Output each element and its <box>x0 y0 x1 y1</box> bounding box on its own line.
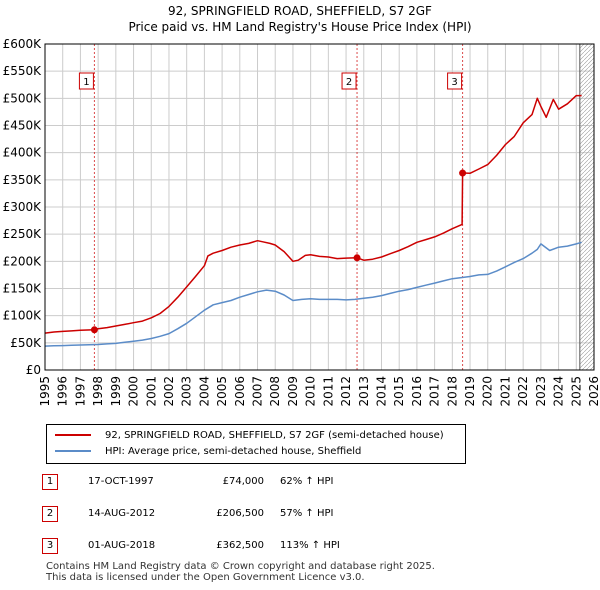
x-tick-label: 2009 <box>286 376 300 407</box>
legend-label-hpi: HPI: Average price, semi-detached house,… <box>105 446 362 457</box>
footer: Contains HM Land Registry data © Crown c… <box>46 561 435 583</box>
sale-hpi-change: 57% ↑ HPI <box>280 508 334 519</box>
sale-hpi-change: 113% ↑ HPI <box>280 540 340 551</box>
x-tick-label: 2022 <box>516 376 530 407</box>
x-tick-label: 2002 <box>162 376 176 407</box>
sale-marker-box <box>78 72 94 90</box>
sale-marker-label: 3 <box>451 77 457 88</box>
x-tick-label: 2021 <box>498 376 512 407</box>
y-tick-label: £300K <box>3 200 43 214</box>
x-tick-label: 2000 <box>127 376 141 407</box>
x-tick-label: 2003 <box>180 376 194 407</box>
x-tick-label: 2012 <box>339 376 353 407</box>
x-tick-label: 2005 <box>215 376 229 407</box>
x-tick-label: 2001 <box>144 376 158 407</box>
x-tick-label: 2015 <box>392 376 406 407</box>
x-tick-label: 2007 <box>251 376 265 407</box>
sale-date: 01-AUG-2018 <box>88 540 156 551</box>
sale-number: 3 <box>42 538 58 554</box>
property-price-line <box>44 94 582 334</box>
sale-point <box>459 169 467 177</box>
legend-swatch-hpi <box>55 450 91 452</box>
price-chart: 1 2 3 £0 £50K £100K £150K £200K £250K £300K £350K… <box>3 37 600 407</box>
y-tick-label: £250K <box>3 227 43 241</box>
x-tick-label: 2019 <box>463 376 477 407</box>
x-tick-label: 2006 <box>233 376 247 407</box>
sale-point <box>90 326 98 334</box>
legend-item-hpi: HPI: Average price, semi-detached house,… <box>55 445 361 459</box>
x-tick-label: 2026 <box>587 376 600 407</box>
x-tick-label: 1999 <box>109 376 123 407</box>
x-tick-label: 2010 <box>304 376 318 407</box>
hpi-line <box>44 241 582 347</box>
x-tick-label: 2016 <box>410 376 424 407</box>
legend: 92, SPRINGFIELD ROAD, SHEFFIELD, S7 2GF … <box>46 424 466 464</box>
sale-marker-box <box>341 72 357 90</box>
sale-point <box>353 254 361 262</box>
x-tick-label: 2014 <box>374 376 388 407</box>
sale-number: 1 <box>42 474 58 490</box>
sale-price: £362,500 <box>216 540 264 551</box>
sale-price: £74,000 <box>222 476 264 487</box>
y-tick-label: £500K <box>3 91 43 105</box>
y-tick-label: £450K <box>3 119 43 133</box>
x-tick-label: 1998 <box>91 376 105 407</box>
sale-price: £206,500 <box>216 508 264 519</box>
y-tick-label: £0 <box>26 363 41 377</box>
legend-swatch-property <box>55 434 91 436</box>
footer-copyright: Contains HM Land Registry data © Crown c… <box>46 561 435 572</box>
x-tick-label: 2013 <box>357 376 371 407</box>
x-tick-label: 2025 <box>569 376 583 407</box>
x-tick-label: 2011 <box>321 376 335 407</box>
x-tick-label: 2004 <box>197 376 211 407</box>
y-tick-label: £50K <box>10 336 42 350</box>
legend-item-property: 92, SPRINGFIELD ROAD, SHEFFIELD, S7 2GF … <box>55 429 444 443</box>
y-tick-label: £150K <box>3 282 43 296</box>
chart-subtitle: Price paid vs. HM Land Registry's House … <box>128 20 472 34</box>
sale-hpi-change: 62% ↑ HPI <box>280 476 334 487</box>
x-tick-label: 1996 <box>56 376 70 407</box>
y-tick-label: £600K <box>3 37 43 51</box>
y-tick-label: £400K <box>3 146 43 160</box>
x-tick-label: 2024 <box>552 376 566 407</box>
x-tick-label: 1995 <box>38 376 52 407</box>
x-tick-label: 2023 <box>534 376 548 407</box>
x-tick-label: 2017 <box>428 376 442 407</box>
sale-marker-label: 1 <box>83 77 89 88</box>
sale-date: 14-AUG-2012 <box>88 508 156 519</box>
x-tick-label: 2018 <box>445 376 459 407</box>
plot-border <box>44 43 595 371</box>
y-tick-label: £550K <box>3 64 43 78</box>
footer-licence: This data is licensed under the Open Gov… <box>46 572 365 583</box>
y-tick-label: £200K <box>3 254 43 268</box>
sale-marker-box <box>447 72 463 90</box>
sale-number: 2 <box>42 506 58 522</box>
sale-date: 17-OCT-1997 <box>88 476 154 487</box>
sale-marker-label: 2 <box>346 77 352 88</box>
y-tick-label: £350K <box>3 173 43 187</box>
x-tick-label: 1997 <box>73 376 87 407</box>
x-tick-label: 2020 <box>481 376 495 407</box>
forecast-hatch <box>579 44 594 370</box>
legend-label-property: 92, SPRINGFIELD ROAD, SHEFFIELD, S7 2GF … <box>105 430 444 441</box>
x-tick-label: 2008 <box>268 376 282 407</box>
chart-title: 92, SPRINGFIELD ROAD, SHEFFIELD, S7 2GF <box>168 4 432 18</box>
y-tick-label: £100K <box>3 309 43 323</box>
